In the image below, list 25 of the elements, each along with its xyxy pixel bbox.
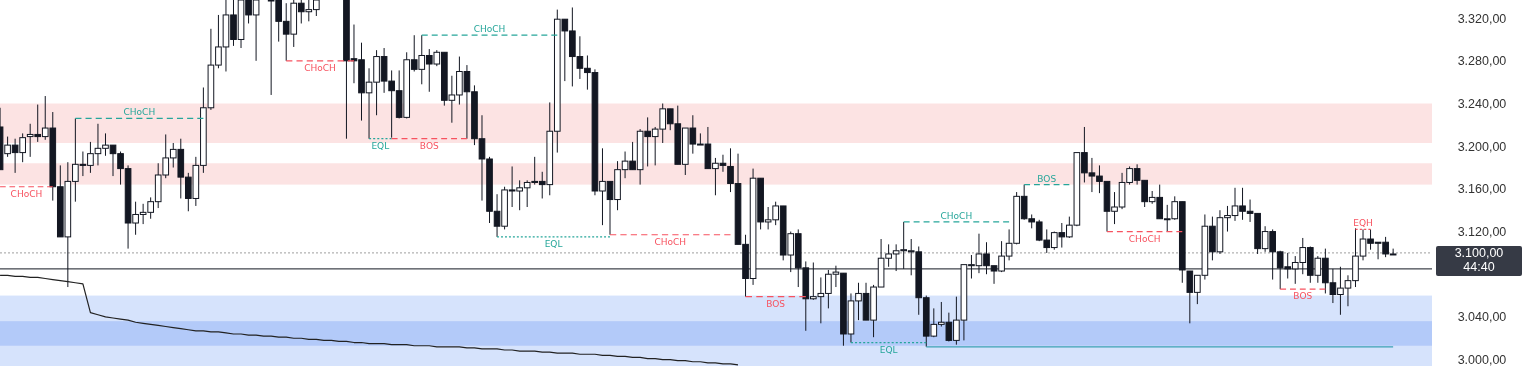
y-tick-label: 3.120,00 xyxy=(1457,224,1507,239)
series-label: EQL xyxy=(544,238,563,249)
series-label: BOS xyxy=(419,140,439,151)
y-tick-label: 3.160,00 xyxy=(1457,182,1507,197)
ref-line-label: 3.100,00 xyxy=(1454,245,1504,260)
series-label: CHoCH xyxy=(940,210,973,221)
series-label: CHoCH xyxy=(10,188,43,199)
text: 44:40 xyxy=(1463,259,1495,274)
series-label: BOS xyxy=(766,298,786,309)
y-tick-label: 3.200,00 xyxy=(1457,139,1507,154)
y-tick-label: 3.320,00 xyxy=(1457,11,1507,26)
series-label: EQH xyxy=(1353,218,1373,229)
series-label: BOS xyxy=(1293,291,1313,302)
series-label: EQL xyxy=(879,344,898,355)
y-tick-label: 3.000,00 xyxy=(1457,352,1507,366)
y-tick-label: 3.280,00 xyxy=(1457,54,1507,69)
series-label: CHoCH xyxy=(654,236,687,247)
series-label: EQL xyxy=(371,140,390,151)
series-label: CHoCH xyxy=(123,107,156,118)
series-label: CHoCH xyxy=(1128,233,1161,244)
series-label: CHoCH xyxy=(473,24,506,35)
series-label: BOS xyxy=(1037,173,1057,184)
y-tick-label: 3.240,00 xyxy=(1457,96,1507,111)
y-tick-label: 3.040,00 xyxy=(1457,310,1507,325)
series-label: CHoCH xyxy=(304,62,336,73)
